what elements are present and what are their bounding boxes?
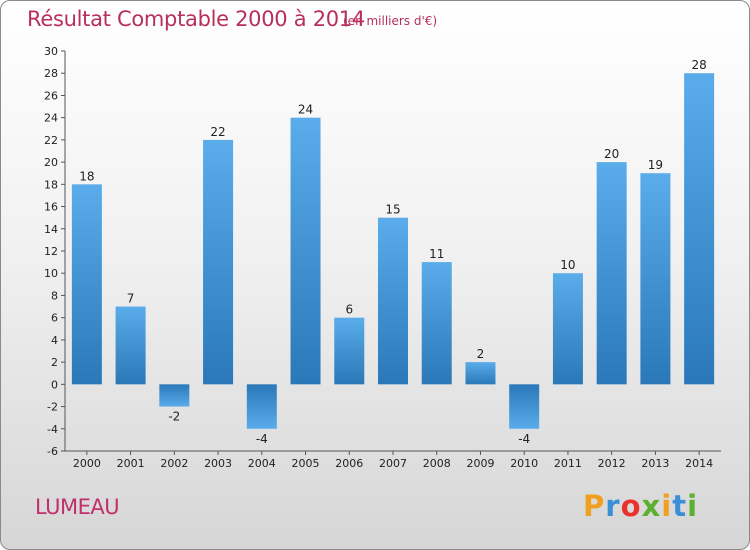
y-tick-label: -2 xyxy=(47,401,58,414)
bar-2010 xyxy=(509,384,540,429)
x-tick-label-2001: 2001 xyxy=(117,457,145,470)
logo-letter: P xyxy=(583,489,606,523)
bar-2007 xyxy=(378,217,408,385)
chart-subtitle: (en milliers d'€) xyxy=(343,14,438,28)
x-tick-label-2014: 2014 xyxy=(685,457,713,470)
y-tick-label: 2 xyxy=(51,356,58,369)
data-label-2001: 7 xyxy=(127,292,135,306)
data-label-2009: 2 xyxy=(477,347,485,361)
x-tick-label-2010: 2010 xyxy=(510,457,538,470)
bar-2005 xyxy=(290,117,321,385)
bar-2006 xyxy=(334,317,365,385)
bar-2004 xyxy=(246,384,277,429)
x-tick-label-2011: 2011 xyxy=(554,457,582,470)
y-tick-label: 0 xyxy=(51,378,58,391)
bar-2002 xyxy=(159,384,190,407)
data-label-2007: 15 xyxy=(385,203,400,217)
bar-2011 xyxy=(552,273,583,385)
x-tick-label-2003: 2003 xyxy=(204,457,232,470)
bar-2013 xyxy=(640,173,671,385)
y-tick-label: 30 xyxy=(44,45,58,58)
y-tick-label: 12 xyxy=(44,245,58,258)
y-tick-label: 8 xyxy=(51,289,58,302)
y-tick-label: 10 xyxy=(44,267,58,280)
x-tick-label-2002: 2002 xyxy=(160,457,188,470)
logo-letter: r xyxy=(605,489,621,523)
logo-letter: o xyxy=(620,489,642,523)
y-tick-label: 28 xyxy=(44,67,58,80)
y-tick-label: 4 xyxy=(51,334,58,347)
data-label-2006: 6 xyxy=(345,303,353,317)
logo-letter: t xyxy=(672,489,688,523)
data-label-2005: 24 xyxy=(298,103,313,117)
plot-area: -6-4-20246810121416182022242628301820007… xyxy=(44,45,721,470)
bar-2009 xyxy=(465,362,496,385)
data-label-2000: 18 xyxy=(79,169,94,183)
logo-letter: i xyxy=(661,489,673,523)
y-tick-label: 6 xyxy=(51,312,58,325)
y-tick-label: 14 xyxy=(44,223,58,236)
data-label-2004: -4 xyxy=(256,432,268,446)
x-tick-label-2006: 2006 xyxy=(335,457,363,470)
y-tick-label: 26 xyxy=(44,89,58,102)
logo-letter: i xyxy=(687,489,699,523)
y-tick-label: 18 xyxy=(44,178,58,191)
logo-letter: x xyxy=(641,489,662,523)
y-tick-label: 16 xyxy=(44,201,58,214)
data-label-2011: 10 xyxy=(560,258,575,272)
data-label-2003: 22 xyxy=(210,125,225,139)
y-tick-label: -4 xyxy=(47,423,58,436)
bar-2008 xyxy=(421,262,452,385)
data-label-2013: 19 xyxy=(648,158,663,172)
bar-2003 xyxy=(203,139,234,385)
x-tick-label-2004: 2004 xyxy=(248,457,276,470)
chart-title: Résultat Comptable 2000 à 2014 xyxy=(27,7,365,31)
x-tick-label-2000: 2000 xyxy=(73,457,101,470)
x-tick-label-2005: 2005 xyxy=(292,457,320,470)
data-label-2010: -4 xyxy=(518,432,530,446)
y-tick-label: -6 xyxy=(47,445,58,458)
data-label-2002: -2 xyxy=(168,410,180,424)
y-tick-label: 22 xyxy=(44,134,58,147)
x-tick-label-2013: 2013 xyxy=(641,457,669,470)
y-tick-label: 24 xyxy=(44,112,58,125)
proxiti-logo: Proxiti xyxy=(583,489,698,523)
y-tick-label: 20 xyxy=(44,156,58,169)
bar-2001 xyxy=(115,306,146,385)
commune-name: LUMEAU xyxy=(35,495,120,519)
data-label-2008: 11 xyxy=(429,247,444,261)
data-label-2014: 28 xyxy=(691,58,706,72)
bar-2000 xyxy=(71,184,102,385)
bar-2014 xyxy=(684,73,715,385)
x-tick-label-2007: 2007 xyxy=(379,457,407,470)
x-tick-label-2012: 2012 xyxy=(598,457,626,470)
x-tick-label-2008: 2008 xyxy=(423,457,451,470)
x-tick-label-2009: 2009 xyxy=(466,457,494,470)
data-label-2012: 20 xyxy=(604,147,619,161)
bar-2012 xyxy=(596,162,627,385)
